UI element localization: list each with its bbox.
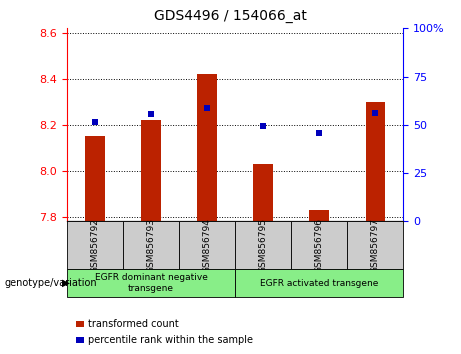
- Bar: [366, 102, 385, 221]
- Text: ▶: ▶: [62, 278, 70, 288]
- Text: GSM856793: GSM856793: [147, 218, 155, 273]
- Bar: [235, 221, 291, 269]
- Text: percentile rank within the sample: percentile rank within the sample: [88, 335, 253, 345]
- Bar: [179, 221, 235, 269]
- Text: genotype/variation: genotype/variation: [5, 278, 97, 288]
- Text: transformed count: transformed count: [88, 319, 179, 329]
- Text: EGFR activated transgene: EGFR activated transgene: [260, 279, 378, 288]
- Point: [260, 123, 267, 129]
- Point: [203, 105, 211, 110]
- Point: [372, 110, 379, 116]
- Bar: [254, 164, 273, 221]
- Bar: [197, 74, 217, 221]
- Bar: [67, 269, 235, 297]
- Text: GSM856792: GSM856792: [90, 218, 100, 273]
- Bar: [347, 221, 403, 269]
- Point: [315, 130, 323, 136]
- Bar: [291, 221, 347, 269]
- Bar: [309, 210, 329, 221]
- Bar: [85, 136, 105, 221]
- Bar: [235, 269, 403, 297]
- Text: GSM856797: GSM856797: [371, 218, 380, 273]
- Text: GSM856796: GSM856796: [315, 218, 324, 273]
- Bar: [123, 221, 179, 269]
- Text: GSM856795: GSM856795: [259, 218, 268, 273]
- Point: [147, 112, 154, 117]
- Bar: [67, 221, 123, 269]
- Bar: [141, 120, 161, 221]
- Text: EGFR dominant negative
transgene: EGFR dominant negative transgene: [95, 274, 207, 293]
- Point: [91, 120, 99, 125]
- Text: GSM856794: GSM856794: [202, 218, 212, 273]
- Text: GDS4496 / 154066_at: GDS4496 / 154066_at: [154, 9, 307, 23]
